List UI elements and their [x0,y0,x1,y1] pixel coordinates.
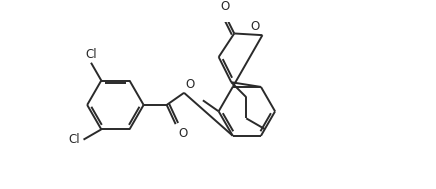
Text: O: O [185,78,194,91]
Text: O: O [178,127,187,140]
Text: O: O [251,20,260,33]
Text: O: O [221,0,230,12]
Text: Cl: Cl [85,48,97,61]
Text: Cl: Cl [69,133,80,146]
